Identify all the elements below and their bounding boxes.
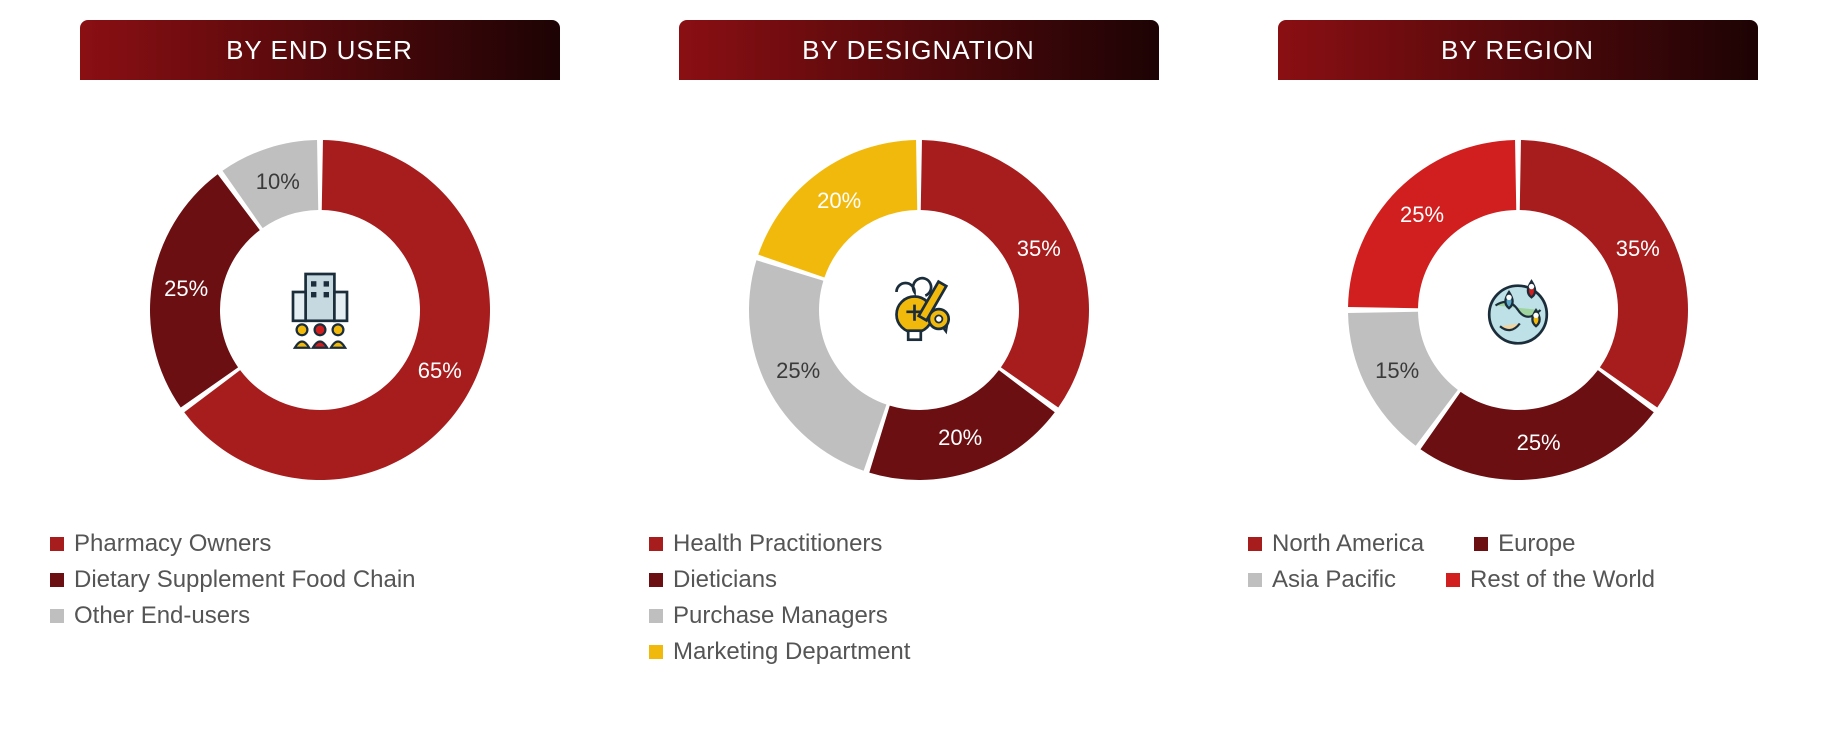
slice-pct-label: 25% [776,358,820,384]
slice-pct-label: 25% [164,276,208,302]
donut-chart: 35% 25% 15% 25% [1328,120,1708,500]
slice-pct-label: 65% [418,358,462,384]
legend-label: Asia Pacific [1272,566,1396,594]
legend-item: Rest of the World [1446,566,1655,594]
slice-pct-label: 20% [817,188,861,214]
donut-chart: 65% 25% 10% [130,120,510,500]
slice-pct-label: 35% [1017,236,1061,262]
legend-item: North America [1248,530,1424,558]
slice-pct-label: 25% [1400,202,1444,228]
legend-item: Other End-users [50,602,416,630]
slice-pct-label: 10% [256,169,300,195]
legend-label: Health Practitioners [673,530,882,558]
legend-item: Asia Pacific [1248,566,1396,594]
legend: Pharmacy Owners Dietary Supplement Food C… [40,530,416,638]
globe-pins-icon [1473,265,1563,355]
legend-item: Dieticians [649,566,910,594]
legend-item: Dietary Supplement Food Chain [50,566,416,594]
legend-label: Marketing Department [673,638,910,666]
building-people-icon [275,265,365,355]
legend-label: Pharmacy Owners [74,530,271,558]
legend-swatch [50,573,64,587]
slice-pct-label: 25% [1517,430,1561,456]
legend-label: Dietary Supplement Food Chain [74,566,416,594]
slice-pct-label: 15% [1375,358,1419,384]
legend-swatch [1446,573,1460,587]
slice-pct-label: 35% [1616,236,1660,262]
creative-bulb-icon [874,265,964,355]
panel-designation: BY DESIGNATION 35% 20% 25% 20% Health Practi… [639,20,1198,674]
legend-label: Other End-users [74,602,250,630]
panel-region: BY REGION 35% 25% 15% 25% North America Europ… [1238,20,1797,674]
legend-item: Marketing Department [649,638,910,666]
legend-item: Purchase Managers [649,602,910,630]
legend-swatch [649,609,663,623]
legend-item: Pharmacy Owners [50,530,416,558]
legend-swatch [50,537,64,551]
donut-slice [1420,370,1653,480]
panel-header: BY DESIGNATION [679,20,1159,80]
legend-swatch [649,645,663,659]
legend-swatch [649,537,663,551]
legend: North America Europe Asia Pacific Rest of t… [1238,530,1655,602]
legend-label: Dieticians [673,566,777,594]
legend-swatch [1248,573,1262,587]
legend-item: Europe [1474,530,1575,558]
legend: Health Practitioners Dieticians Purchase M… [639,530,910,674]
slice-pct-label: 20% [938,425,982,451]
panel-header: BY END USER [80,20,560,80]
legend-swatch [649,573,663,587]
legend-label: Europe [1498,530,1575,558]
legend-swatch [50,609,64,623]
legend-swatch [1474,537,1488,551]
legend-label: North America [1272,530,1424,558]
donut-chart: 35% 20% 25% 20% [729,120,1109,500]
legend-label: Purchase Managers [673,602,888,630]
panel-header: BY REGION [1278,20,1758,80]
legend-label: Rest of the World [1470,566,1655,594]
legend-item: Health Practitioners [649,530,910,558]
legend-swatch [1248,537,1262,551]
panel-end-user: BY END USER 65% 25% 10% Pharmacy Owners Diet… [40,20,599,674]
